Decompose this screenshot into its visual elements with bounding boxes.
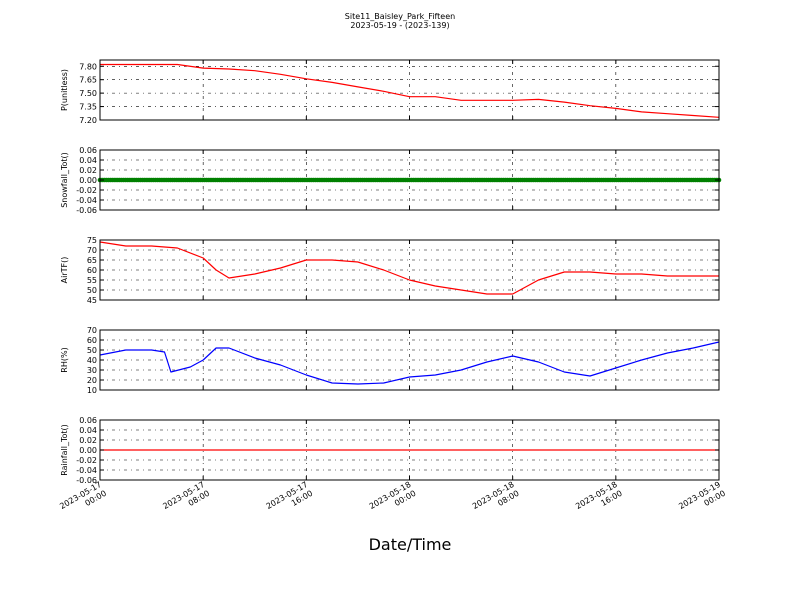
y-tick-label: 10 (87, 386, 97, 395)
subplots: 7.807.657.507.357.20P(unitless)0.060.040… (60, 59, 722, 485)
y-tick-label: 45 (87, 296, 97, 305)
y-tick-label: 7.80 (79, 62, 97, 71)
y-tick-label: 30 (87, 366, 97, 375)
series-line (100, 63, 720, 118)
y-tick-label: 60 (87, 266, 97, 275)
y-tick-label: 60 (87, 336, 97, 345)
y-tick-label: 7.35 (79, 103, 97, 112)
y-tick-label: 7.50 (79, 89, 97, 98)
subplot-2: 0.060.040.020.00-0.02-0.04-0.06 Snowfall_… (60, 146, 722, 215)
y-tick-label: 0.00 (79, 446, 97, 455)
y-tick-label: 65 (87, 256, 97, 265)
y-tick-label: 0.02 (79, 166, 97, 175)
subplot-1: 7.80 7.65 7.50 7.35 7.20 P(unitless) (60, 59, 720, 125)
y-tick-label: 55 (87, 276, 97, 285)
y-axis-label: Snowfall_Tot() (60, 152, 69, 208)
y-axis-label: P(unitless) (60, 69, 69, 111)
y-tick-label: 0.06 (79, 146, 97, 155)
y-tick-label: 50 (87, 286, 97, 295)
y-tick-label: 0.04 (79, 156, 97, 165)
y-tick-label: 70 (87, 246, 97, 255)
y-tick-label: 20 (87, 376, 97, 385)
y-tick-label: -0.04 (76, 466, 97, 475)
y-axis-label: AirTF() (60, 257, 69, 284)
y-tick-label: 0.02 (79, 436, 97, 445)
y-tick-label: 50 (87, 346, 97, 355)
y-tick-label: -0.06 (76, 476, 97, 485)
y-tick-label: 0.00 (79, 176, 97, 185)
y-tick-label: 40 (87, 356, 97, 365)
y-axis-label: RH(%) (60, 347, 69, 372)
subplot-5: 0.060.040.020.00-0.02-0.04-0.06 Rainfall_… (60, 416, 720, 485)
y-tick-label: -0.02 (76, 186, 97, 195)
y-tick-label: 0.06 (79, 416, 97, 425)
y-tick-label: -0.06 (76, 206, 97, 215)
y-tick-label: 70 (87, 326, 97, 335)
y-tick-label: -0.04 (76, 196, 97, 205)
chart-subtitle: 2023-05-19 - (2023-139) (350, 21, 449, 30)
y-tick-label: 7.20 (79, 116, 97, 125)
y-tick-label: 0.04 (79, 426, 97, 435)
y-axis-label: Rainfall_Tot() (60, 424, 69, 476)
y-tick-label: 75 (87, 236, 97, 245)
x-axis-title: Date/Time (369, 535, 452, 554)
series-line (99, 341, 720, 385)
y-tick-label: -0.02 (76, 456, 97, 465)
chart-title: Site11_Baisley_Park_Fifteen (345, 12, 455, 21)
y-tick-label: 7.65 (79, 76, 97, 85)
series-line (99, 241, 719, 295)
